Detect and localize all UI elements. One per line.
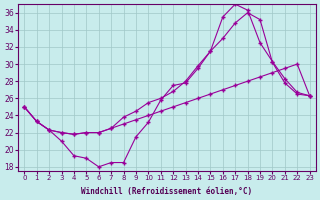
X-axis label: Windchill (Refroidissement éolien,°C): Windchill (Refroidissement éolien,°C) (81, 187, 252, 196)
